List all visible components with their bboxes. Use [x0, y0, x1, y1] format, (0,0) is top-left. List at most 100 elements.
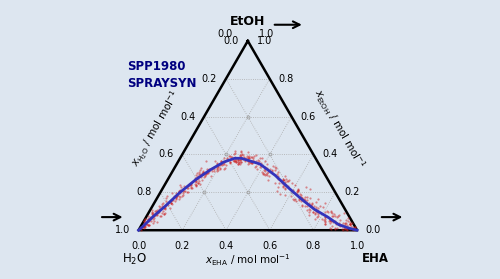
- Point: [154, 207, 162, 211]
- Point: [167, 201, 175, 206]
- Text: SPP1980: SPP1980: [128, 60, 186, 73]
- Point: [156, 213, 164, 218]
- Point: [270, 165, 278, 170]
- Point: [349, 227, 357, 232]
- Point: [306, 204, 314, 208]
- Point: [274, 174, 282, 179]
- Point: [248, 160, 256, 165]
- Point: [341, 227, 349, 231]
- Point: [236, 153, 244, 158]
- Point: [293, 192, 301, 197]
- Point: [182, 189, 190, 193]
- Point: [150, 216, 158, 220]
- Point: [251, 165, 259, 169]
- Point: [212, 162, 220, 167]
- Point: [204, 168, 212, 173]
- Point: [292, 199, 300, 203]
- Point: [332, 222, 340, 227]
- Point: [239, 157, 247, 161]
- Point: [150, 218, 158, 223]
- Point: [172, 191, 180, 196]
- Point: [260, 168, 268, 172]
- Point: [244, 162, 252, 166]
- Point: [142, 222, 150, 227]
- Point: [175, 189, 183, 193]
- Point: [240, 156, 248, 160]
- Point: [138, 225, 146, 230]
- Point: [300, 197, 308, 201]
- Point: [256, 165, 264, 170]
- Point: [330, 213, 338, 218]
- Point: [340, 228, 347, 232]
- Point: [237, 157, 245, 162]
- Point: [312, 199, 320, 204]
- Point: [240, 159, 248, 163]
- Point: [351, 225, 359, 229]
- Point: [192, 176, 200, 181]
- Point: [338, 224, 345, 229]
- Point: [235, 160, 243, 164]
- Point: [252, 164, 260, 169]
- Point: [298, 196, 306, 200]
- Point: [205, 169, 213, 173]
- Point: [237, 153, 245, 158]
- Point: [146, 215, 154, 219]
- Point: [306, 203, 314, 207]
- Point: [202, 167, 210, 172]
- Point: [236, 158, 244, 162]
- Point: [234, 158, 242, 162]
- Point: [346, 219, 354, 224]
- Point: [194, 174, 202, 178]
- Point: [264, 169, 272, 174]
- Point: [281, 179, 289, 184]
- Point: [243, 154, 251, 158]
- Point: [168, 202, 176, 206]
- Point: [156, 213, 164, 218]
- Point: [276, 178, 284, 182]
- Point: [231, 149, 239, 153]
- Point: [191, 176, 199, 181]
- Point: [334, 213, 342, 217]
- Point: [140, 219, 148, 223]
- Point: [307, 203, 315, 208]
- Point: [172, 193, 180, 197]
- Point: [328, 219, 336, 223]
- Point: [210, 169, 218, 173]
- Point: [206, 168, 214, 172]
- Point: [172, 197, 180, 201]
- Point: [244, 150, 252, 155]
- Point: [330, 226, 338, 230]
- Text: 0.0: 0.0: [131, 241, 146, 251]
- Point: [352, 227, 360, 231]
- Point: [294, 188, 302, 193]
- Point: [160, 206, 168, 210]
- Point: [193, 175, 201, 179]
- Point: [154, 219, 162, 224]
- Point: [263, 173, 271, 177]
- Point: [164, 203, 172, 207]
- Point: [140, 219, 148, 224]
- Point: [232, 157, 239, 162]
- Text: EHA: EHA: [362, 252, 388, 265]
- Point: [190, 179, 198, 183]
- Text: 0.2: 0.2: [174, 241, 190, 251]
- Point: [301, 195, 309, 199]
- Point: [256, 159, 264, 164]
- Point: [294, 189, 302, 194]
- Point: [204, 170, 212, 175]
- Point: [342, 227, 350, 231]
- Point: [340, 221, 347, 225]
- Point: [236, 149, 244, 154]
- Point: [346, 222, 354, 227]
- Point: [146, 216, 154, 221]
- Point: [180, 189, 188, 194]
- Point: [257, 161, 265, 166]
- Point: [226, 160, 234, 165]
- Point: [301, 204, 309, 208]
- Point: [142, 217, 150, 221]
- Point: [248, 161, 256, 165]
- Point: [218, 162, 226, 167]
- Point: [191, 182, 199, 186]
- Point: [184, 189, 192, 194]
- Point: [140, 219, 148, 224]
